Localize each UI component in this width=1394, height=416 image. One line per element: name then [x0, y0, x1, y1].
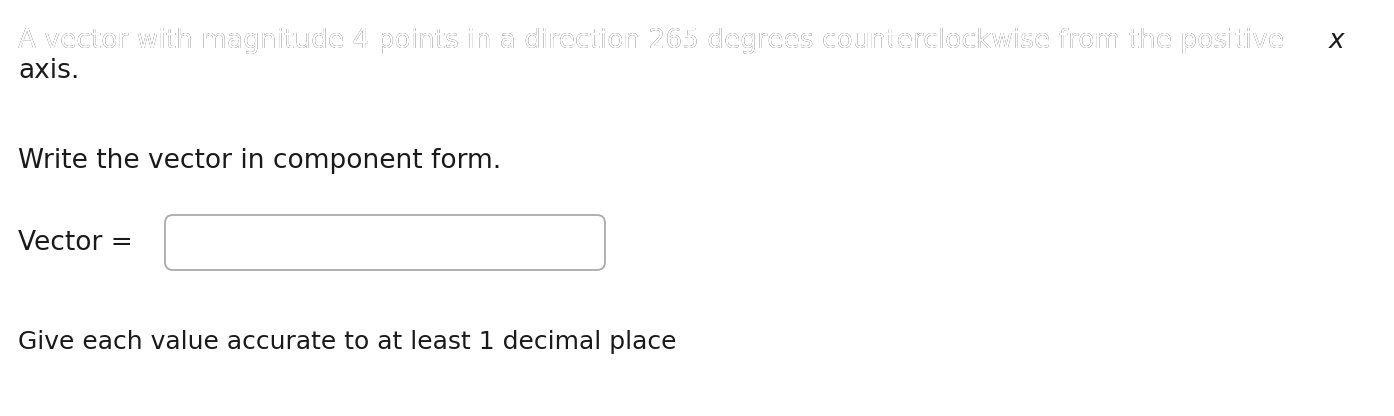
Text: Vector =: Vector =: [18, 230, 132, 256]
Text: x: x: [1328, 28, 1345, 54]
Text: A vector with magnitude 4 points in a direction 265 degrees counterclockwise fro: A vector with magnitude 4 points in a di…: [18, 28, 1308, 54]
Text: Give each value accurate to at least 1 decimal place: Give each value accurate to at least 1 d…: [18, 330, 676, 354]
Text: Write the vector in component form.: Write the vector in component form.: [18, 148, 502, 174]
Text: A vector with magnitude 4 points in a direction 265 degrees counterclockwise fro: A vector with magnitude 4 points in a di…: [18, 28, 1292, 54]
Text: axis.: axis.: [18, 58, 79, 84]
FancyBboxPatch shape: [164, 215, 605, 270]
